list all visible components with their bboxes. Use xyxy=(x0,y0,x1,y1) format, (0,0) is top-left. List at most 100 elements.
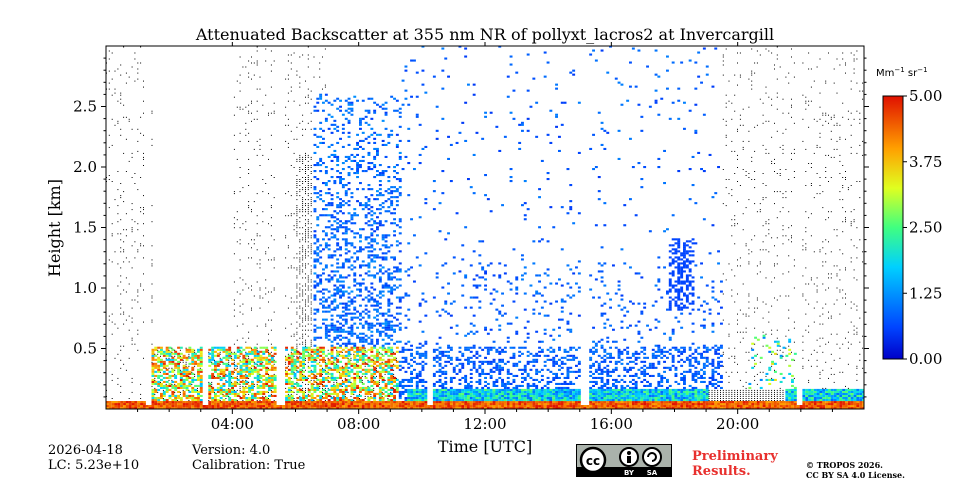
heatmap-cell xyxy=(387,198,391,201)
heatmap-cell xyxy=(324,336,328,339)
heatmap-cell xyxy=(305,345,306,347)
heatmap-cell xyxy=(361,379,363,381)
heatmap-cell xyxy=(106,403,109,406)
heatmap-cell xyxy=(131,407,135,409)
heatmap-cell xyxy=(484,390,487,393)
heatmap-cell xyxy=(310,243,312,245)
heatmap-cell xyxy=(162,364,166,367)
heatmap-cell xyxy=(486,264,490,267)
heatmap-cell xyxy=(236,356,240,359)
heatmap-cell xyxy=(333,292,337,295)
heatmap-cell xyxy=(287,405,291,408)
heatmap-cell xyxy=(370,330,374,333)
heatmap-cell xyxy=(310,187,312,189)
heatmap-cell xyxy=(256,370,260,373)
heatmap-cell xyxy=(245,134,247,136)
heatmap-cell xyxy=(336,107,340,110)
heatmap-cell xyxy=(174,369,176,371)
heatmap-cell xyxy=(233,390,237,393)
heatmap-cell xyxy=(370,218,374,221)
heatmap-cell xyxy=(194,354,197,357)
heatmap-cell xyxy=(299,356,303,359)
heatmap-cell xyxy=(464,407,468,409)
heatmap-cell xyxy=(407,384,411,387)
heatmap-cell xyxy=(341,280,345,283)
heatmap-cell xyxy=(435,403,439,406)
heatmap-cell xyxy=(299,295,301,297)
heatmap-cell xyxy=(469,390,473,393)
heatmap-cell xyxy=(461,407,465,409)
heatmap-cell xyxy=(447,232,450,235)
heatmap-cell xyxy=(327,280,331,283)
heatmap-cell xyxy=(177,384,180,387)
heatmap-cell xyxy=(435,310,439,313)
heatmap-cell xyxy=(185,388,189,391)
heatmap-cell xyxy=(290,380,294,383)
heatmap-cell xyxy=(350,101,354,104)
heatmap-cell xyxy=(381,401,385,404)
heatmap-cell xyxy=(302,354,305,357)
heatmap-cell xyxy=(296,285,298,287)
heatmap-cell xyxy=(373,147,377,150)
heatmap-cell xyxy=(387,358,391,361)
heatmap-cell xyxy=(285,356,288,359)
heatmap-cell xyxy=(214,364,217,367)
heatmap-cell xyxy=(302,405,305,408)
heatmap-cell xyxy=(438,403,442,406)
heatmap-cell xyxy=(336,242,340,245)
heatmap-cell xyxy=(165,376,169,379)
heatmap-cell xyxy=(310,384,314,387)
heatmap-cell xyxy=(461,258,465,261)
heatmap-cell xyxy=(174,366,178,369)
heatmap-cell xyxy=(327,113,331,116)
heatmap-cell xyxy=(489,362,493,365)
heatmap-cell xyxy=(165,401,169,404)
heatmap-cell xyxy=(273,197,275,199)
heatmap-cell xyxy=(305,189,306,191)
heatmap-cell xyxy=(273,374,277,377)
heatmap-cell xyxy=(296,185,298,186)
heatmap-cell xyxy=(330,278,334,281)
heatmap-cell xyxy=(216,346,220,349)
heatmap-cell xyxy=(333,149,337,152)
heatmap-cell xyxy=(336,370,340,373)
heatmap-cell xyxy=(262,392,266,395)
heatmap-cell xyxy=(418,374,422,377)
heatmap-cell xyxy=(285,114,287,116)
heatmap-cell xyxy=(341,365,343,367)
heatmap-cell xyxy=(197,390,200,393)
heatmap-cell xyxy=(225,388,229,391)
heatmap-cell xyxy=(228,352,232,355)
heatmap-cell xyxy=(245,405,249,408)
heatmap-cell xyxy=(324,384,328,387)
heatmap-cell xyxy=(390,346,394,349)
heatmap-cell xyxy=(256,376,260,379)
heatmap-cell xyxy=(299,247,301,249)
heatmap-cell xyxy=(251,384,254,387)
heatmap-cell xyxy=(393,97,396,100)
heatmap-cell xyxy=(324,172,328,175)
heatmap-cell xyxy=(290,364,294,367)
heatmap-cell xyxy=(353,378,357,381)
heatmap-cell xyxy=(233,134,235,136)
heatmap-cell xyxy=(305,253,306,255)
heatmap-cell xyxy=(324,182,328,185)
heatmap-cell xyxy=(299,269,301,271)
heatmap-cell xyxy=(390,382,394,385)
heatmap-cell xyxy=(111,52,113,54)
heatmap-cell xyxy=(313,151,317,154)
heatmap-cell xyxy=(143,405,146,408)
heatmap-cell xyxy=(333,254,337,257)
heatmap-cell xyxy=(322,352,325,355)
heatmap-cell xyxy=(341,397,345,400)
heatmap-cell xyxy=(455,324,459,327)
heatmap-cell xyxy=(307,352,311,355)
heatmap-cell xyxy=(432,372,436,375)
heatmap-cell xyxy=(154,401,158,404)
heatmap-cell xyxy=(302,245,304,247)
heatmap-cell xyxy=(492,405,496,408)
heatmap-cell xyxy=(395,296,399,299)
heatmap-cell xyxy=(503,264,507,267)
heatmap-cell xyxy=(341,351,343,353)
heatmap-cell xyxy=(498,364,502,367)
